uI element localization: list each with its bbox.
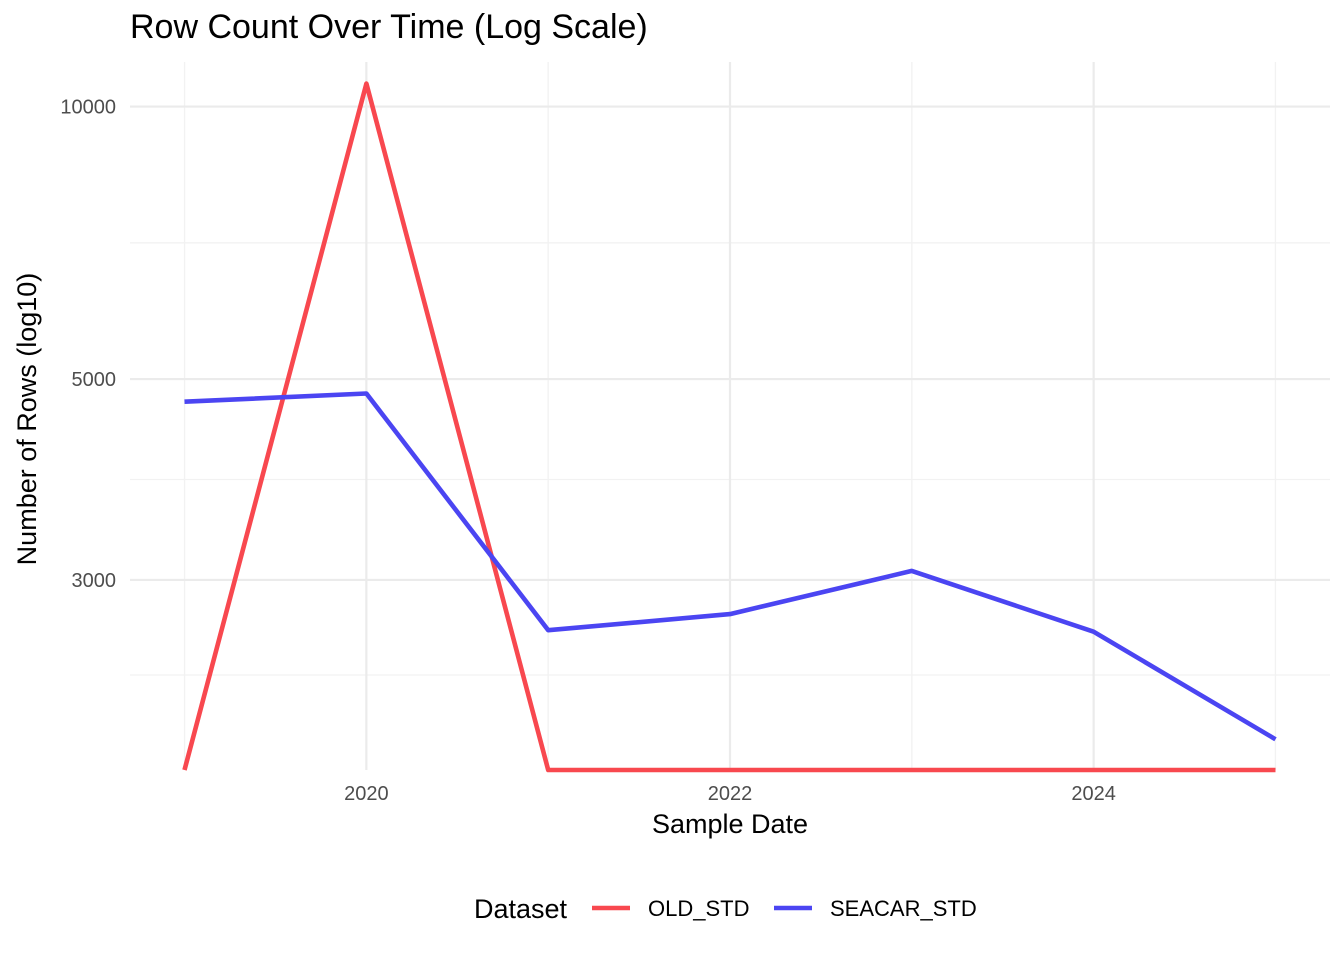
x-tick-label: 2024	[1071, 783, 1116, 805]
y-tick-label: 10000	[60, 97, 116, 119]
x-tick-labels: 2020 2022 2024	[344, 783, 1116, 805]
series-line-seacar-std	[184, 391, 1277, 742]
y-tick-label: 5000	[72, 369, 117, 391]
chart-title: Row Count Over Time (Log Scale)	[130, 8, 648, 46]
legend: Dataset OLD_STD SEACAR_STD	[474, 894, 977, 924]
y-tick-labels: 3000 5000 10000	[60, 97, 116, 592]
y-axis-title: Number of Rows (log10)	[12, 273, 42, 566]
series-lines	[182, 81, 1277, 773]
major-gridlines	[130, 62, 1330, 770]
x-axis-title: Sample Date	[652, 809, 808, 839]
y-tick-label: 3000	[72, 570, 117, 592]
legend-title: Dataset	[474, 894, 568, 924]
x-tick-label: 2022	[708, 783, 753, 805]
x-tick-label: 2020	[344, 783, 389, 805]
legend-label-old-std: OLD_STD	[648, 896, 749, 921]
series-line-old-std	[182, 81, 1276, 773]
legend-label-seacar-std: SEACAR_STD	[830, 896, 977, 921]
